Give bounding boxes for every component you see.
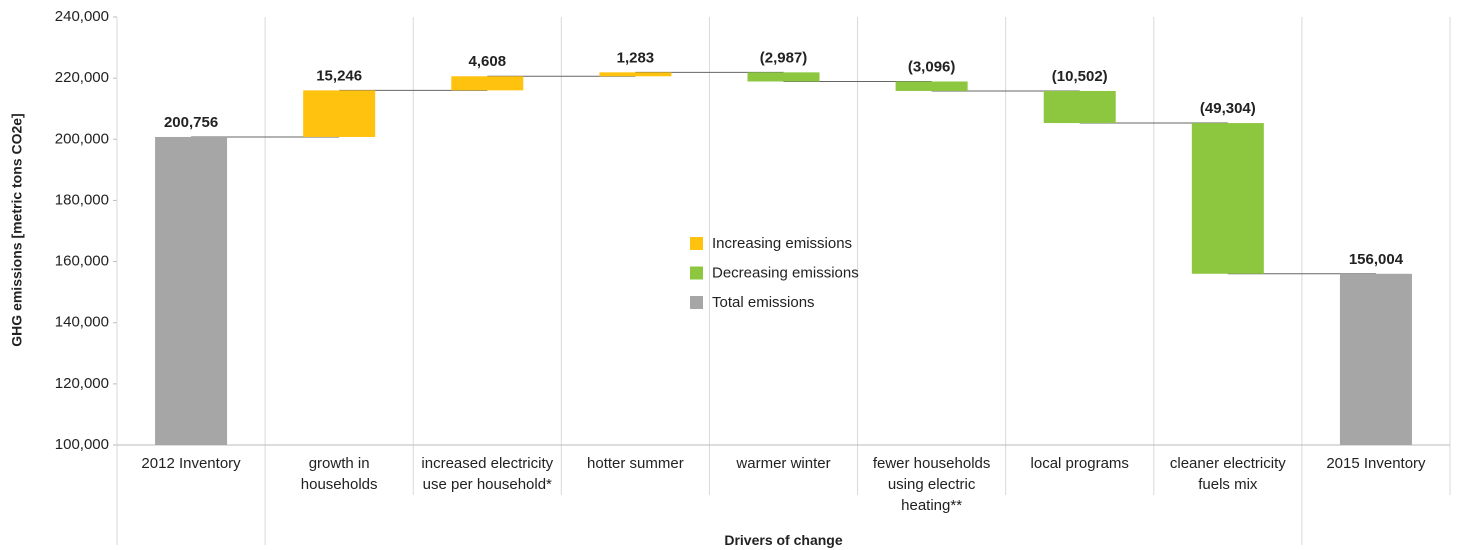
- legend-swatch: [690, 237, 703, 250]
- x-tick-label: 2012 Inventory: [141, 455, 241, 472]
- x-tick-label: local programs: [1030, 455, 1129, 472]
- y-tick-label: 220,000: [55, 69, 109, 86]
- legend-label: Total emissions: [712, 294, 815, 311]
- bar: [599, 72, 672, 77]
- y-tick-label: 120,000: [55, 375, 109, 392]
- bar: [1191, 123, 1264, 274]
- data-label: (10,502): [1052, 68, 1108, 85]
- y-axis-title: GHG emissions [metric tons CO2e]: [9, 113, 25, 346]
- bar: [155, 136, 228, 445]
- y-tick-label: 240,000: [55, 8, 109, 25]
- data-label: (2,987): [760, 49, 808, 66]
- y-tick-label: 140,000: [55, 314, 109, 331]
- x-tick-label: cleaner electricity fuels mix: [1169, 455, 1286, 493]
- y-tick-label: 160,000: [55, 253, 109, 270]
- x-tick-label: growth in households: [300, 455, 378, 493]
- data-label: 1,283: [617, 49, 655, 66]
- bar: [451, 76, 524, 91]
- x-axis-title: Drivers of change: [724, 532, 843, 548]
- bar: [747, 72, 820, 82]
- x-tick-label: fewer households using electric heating*…: [872, 455, 991, 514]
- data-label: (3,096): [908, 58, 956, 75]
- data-label: (49,304): [1200, 100, 1256, 117]
- legend-swatch: [690, 296, 703, 309]
- legend-label: Increasing emissions: [712, 235, 852, 252]
- legend-label: Decreasing emissions: [712, 264, 859, 281]
- bar: [303, 90, 376, 137]
- x-tick-label: 2015 Inventory: [1326, 455, 1426, 472]
- bar: [895, 81, 968, 91]
- legend-swatch: [690, 266, 703, 280]
- x-tick-label: hotter summer: [587, 455, 684, 472]
- y-tick-label: 200,000: [55, 130, 109, 147]
- y-tick-label: 180,000: [55, 191, 109, 208]
- data-label: 156,004: [1349, 251, 1404, 268]
- x-tick-label: warmer winter: [736, 455, 831, 472]
- bar: [1043, 90, 1116, 124]
- x-tick-label: increased electricity use per household*: [421, 455, 554, 493]
- data-label: 15,246: [316, 67, 362, 84]
- y-tick-label: 100,000: [55, 436, 109, 453]
- data-label: 200,756: [164, 114, 218, 131]
- data-label: 4,608: [469, 53, 507, 70]
- bar: [1339, 273, 1412, 445]
